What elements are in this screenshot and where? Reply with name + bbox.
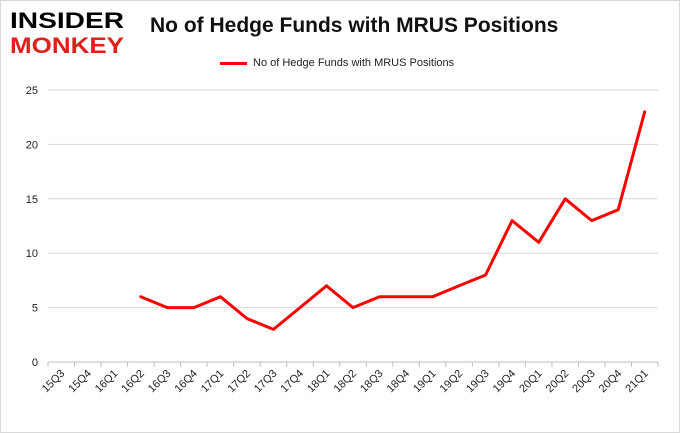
- logo-line-insider: INSIDER: [10, 8, 124, 33]
- x-tick-label: 20Q3: [570, 368, 598, 396]
- x-tick-label: 16Q2: [119, 368, 147, 396]
- legend-swatch: [220, 61, 247, 65]
- x-tick-label: 19Q3: [464, 368, 492, 396]
- x-tick-label: 20Q2: [544, 368, 572, 396]
- x-tick-label: 16Q3: [146, 368, 174, 396]
- x-tick-label: 19Q4: [491, 368, 519, 396]
- x-tick-label: 16Q1: [93, 368, 121, 396]
- x-tick-label: 17Q1: [199, 368, 227, 396]
- x-tick-label: 17Q2: [226, 368, 254, 396]
- legend-label: No of Hedge Funds with MRUS Positions: [253, 57, 455, 69]
- chart-title: No of Hedge Funds with MRUS Positions: [150, 14, 559, 37]
- x-tick-label: 15Q3: [40, 368, 68, 396]
- y-tick-label: 20: [26, 139, 38, 151]
- logo-line-monkey: MONKEY: [10, 33, 124, 58]
- x-tick-label: 18Q1: [305, 368, 333, 396]
- x-tick-label: 18Q4: [385, 368, 413, 396]
- y-tick-label: 15: [26, 194, 38, 206]
- x-tick-label: 20Q4: [597, 368, 625, 396]
- x-tick-label: 18Q2: [332, 368, 360, 396]
- x-tick-label: 15Q4: [66, 368, 94, 396]
- x-tick-label: 21Q1: [623, 368, 651, 396]
- x-tick-label: 19Q2: [438, 368, 466, 396]
- x-tick-label: 16Q4: [172, 368, 200, 396]
- series-line: [139, 110, 647, 331]
- y-tick-label: 0: [32, 357, 38, 369]
- x-tick-label: 18Q3: [358, 368, 386, 396]
- y-tick-label: 25: [26, 85, 38, 97]
- y-tick-label: 5: [32, 303, 38, 315]
- x-tick-label: 17Q3: [252, 368, 280, 396]
- y-tick-label: 10: [26, 248, 38, 260]
- x-tick-label: 19Q1: [411, 368, 439, 396]
- x-tick-label: 20Q1: [517, 368, 545, 396]
- insider-monkey-logo: INSIDER MONKEY: [10, 8, 124, 58]
- x-tick-label: 17Q4: [279, 368, 307, 396]
- legend: No of Hedge Funds with MRUS Positions: [220, 55, 454, 71]
